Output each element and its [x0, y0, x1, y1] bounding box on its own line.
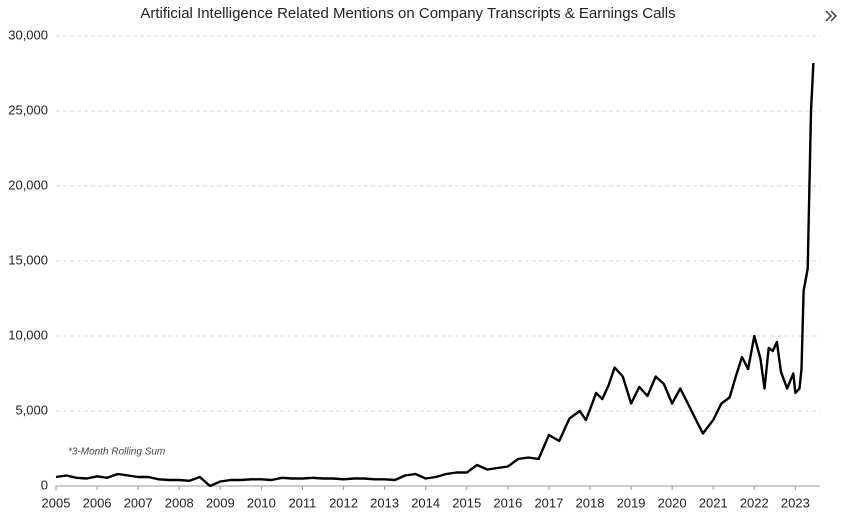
chart-title: Artificial Intelligence Related Mentions… [140, 5, 675, 22]
x-tick-label: 2016 [493, 495, 522, 510]
x-tick-label: 2005 [42, 495, 71, 510]
x-tick-label: 2019 [617, 495, 646, 510]
x-tick-label: 2017 [534, 495, 563, 510]
y-tick-label: 30,000 [8, 27, 48, 42]
x-tick-label: 2021 [699, 495, 728, 510]
x-tick-label: 2013 [370, 495, 399, 510]
x-tick-label: 2009 [206, 495, 235, 510]
x-tick-label: 2011 [288, 495, 316, 510]
y-tick-label: 10,000 [8, 327, 48, 342]
x-tick-label: 2014 [411, 495, 440, 510]
x-tick-label: 2020 [658, 495, 687, 510]
x-tick-label: 2008 [165, 495, 194, 510]
x-tick-label: 2007 [124, 495, 153, 510]
x-tick-label: 2010 [247, 495, 276, 510]
x-tick-label: 2022 [740, 495, 769, 510]
expand-icon[interactable] [825, 10, 837, 22]
x-tick-label: 2015 [452, 495, 481, 510]
y-tick-label: 15,000 [8, 252, 48, 267]
data-line [55, 62, 815, 488]
x-tick-label: 2023 [781, 495, 810, 510]
y-tick-label: 5,000 [15, 402, 48, 417]
annotation: *3-Month Rolling Sum [68, 447, 165, 458]
x-tick-label: 2012 [329, 495, 358, 510]
x-tick-label: 2006 [83, 495, 112, 510]
y-tick-label: 20,000 [8, 177, 48, 192]
y-tick-label: 25,000 [8, 102, 48, 117]
y-tick-label: 0 [41, 477, 48, 492]
x-tick-label: 2018 [576, 495, 605, 510]
